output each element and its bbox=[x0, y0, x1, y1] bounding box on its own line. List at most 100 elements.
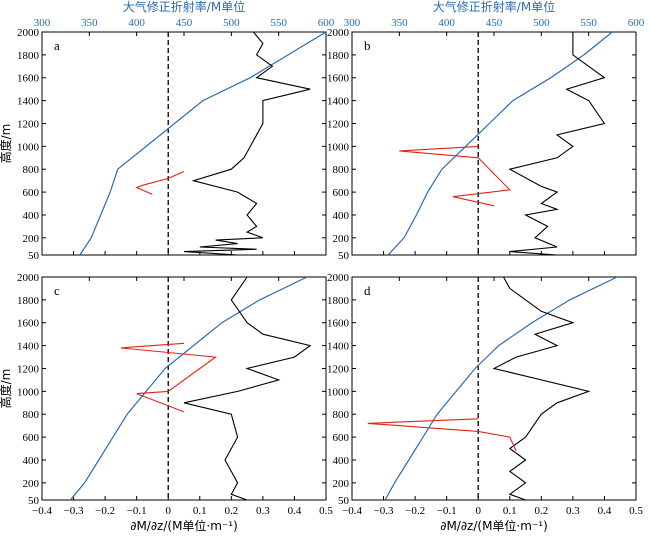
panel-a: 50 200 400 600 800 1000 1200 1400 1600 1800 200030… bbox=[17, 17, 335, 262]
y-tick-label: 1000 bbox=[17, 141, 40, 153]
bottom-tick-label: 0.4 bbox=[598, 505, 612, 517]
y-tick-label: 1600 bbox=[17, 318, 40, 330]
y-tick-label: 600 bbox=[23, 187, 40, 199]
series-gradient-red bbox=[135, 170, 185, 195]
y-tick-label: 1600 bbox=[327, 73, 350, 85]
top-tick-label: 350 bbox=[391, 17, 408, 29]
bottom-tick-label: −0.1 bbox=[437, 505, 457, 517]
panel-frame bbox=[351, 276, 637, 501]
bottom-tick-label: 0.1 bbox=[193, 505, 207, 517]
bottom-tick-label: 0.5 bbox=[629, 505, 643, 517]
top-tick-label: 500 bbox=[533, 17, 550, 29]
bottom-tick-label: 0 bbox=[475, 505, 481, 517]
y-tick-label: 1000 bbox=[327, 141, 350, 153]
bottom-tick-label: 0.3 bbox=[566, 505, 580, 517]
y-tick-label: 800 bbox=[23, 164, 40, 176]
bottom-tick-label: 0.2 bbox=[224, 505, 238, 517]
bottom-tick-label: −0.2 bbox=[95, 505, 115, 517]
series-gradient-red bbox=[120, 342, 218, 413]
y-tick-label: 800 bbox=[333, 409, 350, 421]
top-tick-label: 550 bbox=[270, 17, 287, 29]
y-tick-label: 1400 bbox=[327, 341, 350, 353]
y-tick-label: 200 bbox=[333, 478, 350, 490]
top-tick-label: 400 bbox=[438, 17, 455, 29]
y-tick-label: 600 bbox=[23, 432, 40, 444]
panel-letter: a bbox=[54, 38, 60, 53]
top-tick-label: 550 bbox=[580, 17, 597, 29]
series-gradient-red bbox=[367, 418, 517, 452]
bottom-tick-label: −0.2 bbox=[405, 505, 425, 517]
y-tick-label: 1200 bbox=[17, 118, 40, 130]
y-tick-label: 1800 bbox=[17, 50, 40, 62]
series-modified-refractivity bbox=[387, 31, 613, 256]
series-gradient-black bbox=[508, 32, 606, 256]
panel-b: 50 200 400 600 800 1000 1200 1400 1600 1800 200030… bbox=[327, 17, 645, 262]
bottom-tick-label: 0.1 bbox=[503, 505, 517, 517]
y-tick-label: 400 bbox=[23, 455, 40, 467]
top-tick-label: 400 bbox=[128, 17, 145, 29]
bottom-tick-label: 0.2 bbox=[534, 505, 548, 517]
y-tick-label: 800 bbox=[333, 164, 350, 176]
top-tick-label: 300 bbox=[344, 17, 361, 29]
y-tick-label: 2000 bbox=[17, 27, 40, 39]
y-tick-label: 400 bbox=[333, 210, 350, 222]
y-tick-label: 50 bbox=[28, 250, 40, 262]
y-tick-label: 50 bbox=[28, 495, 40, 507]
top-tick-label: 450 bbox=[486, 17, 503, 29]
bottom-tick-label: −0.4 bbox=[32, 505, 52, 517]
y-tick-label: 400 bbox=[333, 455, 350, 467]
y-tick-label: 400 bbox=[23, 210, 40, 222]
y-tick-label: 200 bbox=[23, 233, 40, 245]
y-axis-title: 高度/m bbox=[0, 124, 13, 164]
y-tick-label: 1000 bbox=[327, 386, 350, 398]
y-tick-label: 1200 bbox=[327, 363, 350, 375]
series-gradient-black bbox=[183, 276, 312, 501]
y-tick-label: 2000 bbox=[17, 272, 40, 284]
bottom-axis-title: ∂M/∂z/(M单位·m⁻¹) bbox=[130, 518, 238, 533]
bottom-tick-label: 0.3 bbox=[256, 505, 270, 517]
panel-d: 50 200 400 600 800 1000 1200 1400 1600 1800 2000 −0… bbox=[327, 272, 643, 517]
bottom-tick-label: 0.4 bbox=[288, 505, 302, 517]
top-tick-label: 600 bbox=[318, 17, 335, 29]
series-gradient-black bbox=[492, 276, 591, 501]
panel-letter: c bbox=[54, 283, 60, 298]
bottom-tick-label: −0.4 bbox=[342, 505, 362, 517]
top-tick-label: 300 bbox=[34, 17, 51, 29]
y-tick-label: 50 bbox=[338, 495, 350, 507]
y-tick-label: 200 bbox=[23, 478, 40, 490]
series-modified-refractivity bbox=[79, 31, 327, 256]
y-tick-label: 1600 bbox=[327, 318, 350, 330]
y-tick-label: 1400 bbox=[17, 96, 40, 108]
y-tick-label: 1800 bbox=[327, 295, 350, 307]
y-tick-label: 1800 bbox=[327, 50, 350, 62]
y-tick-label: 50 bbox=[338, 250, 350, 262]
bottom-tick-label: 0.5 bbox=[319, 505, 333, 517]
y-tick-label: 600 bbox=[333, 187, 350, 199]
y-tick-label: 600 bbox=[333, 432, 350, 444]
y-tick-label: 800 bbox=[23, 409, 40, 421]
panel-frame bbox=[41, 276, 327, 501]
series-gradient-red bbox=[399, 145, 511, 207]
y-tick-label: 1400 bbox=[327, 96, 350, 108]
y-tick-label: 2000 bbox=[327, 272, 350, 284]
top-axis-title: 大气修正折射率/M单位 bbox=[123, 0, 245, 14]
top-axis-title: 大气修正折射率/M单位 bbox=[433, 0, 555, 14]
bottom-tick-label: −0.1 bbox=[127, 505, 147, 517]
panel-letter: d bbox=[364, 283, 371, 298]
bottom-tick-label: 0 bbox=[165, 505, 171, 517]
top-tick-label: 600 bbox=[628, 17, 645, 29]
y-tick-label: 200 bbox=[333, 233, 350, 245]
y-tick-label: 1400 bbox=[17, 341, 40, 353]
bottom-tick-label: −0.3 bbox=[64, 505, 84, 517]
panel-c: 50 200 400 600 800 1000 1200 1400 1600 1800 2000 −0… bbox=[17, 272, 333, 517]
series-gradient-black bbox=[183, 31, 311, 256]
series-modified-refractivity bbox=[69, 276, 308, 501]
top-tick-label: 350 bbox=[81, 17, 98, 29]
bottom-tick-label: −0.3 bbox=[374, 505, 394, 517]
y-tick-label: 1600 bbox=[17, 73, 40, 85]
y-tick-label: 1200 bbox=[17, 363, 40, 375]
series-modified-refractivity bbox=[384, 276, 618, 501]
y-axis-title: 高度/m bbox=[0, 369, 13, 409]
bottom-axis-title: ∂M/∂z/(M单位·m⁻¹) bbox=[440, 518, 548, 533]
